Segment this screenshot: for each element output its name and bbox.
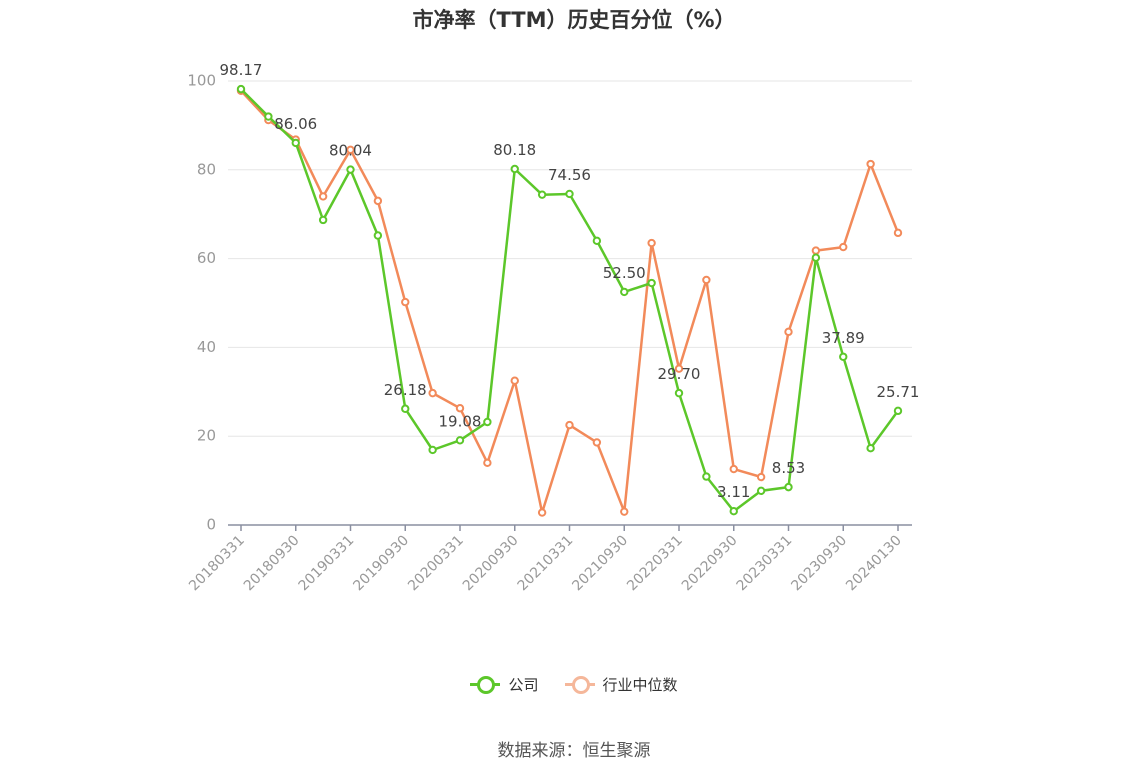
data-label: 98.17 xyxy=(220,61,263,79)
x-tick-label: 20210331 xyxy=(515,533,577,595)
company-point xyxy=(401,404,410,413)
data-label: 37.89 xyxy=(822,329,865,347)
y-tick-label: 80 xyxy=(197,160,216,178)
data-label: 74.56 xyxy=(548,166,591,184)
x-tick-label: 20190930 xyxy=(350,533,412,595)
industry-point xyxy=(455,404,465,413)
company-point xyxy=(264,112,273,121)
y-tick-label: 40 xyxy=(197,338,216,356)
industry-point xyxy=(784,327,793,337)
company-point xyxy=(729,506,738,516)
industry-point xyxy=(702,275,711,285)
series-lines xyxy=(236,84,903,517)
y-tick-label: 60 xyxy=(197,249,216,267)
y-tick-label: 100 xyxy=(187,72,216,90)
industry-point xyxy=(620,507,629,516)
source-note: 数据来源：恒生聚源 xyxy=(497,741,651,761)
company-point xyxy=(620,287,629,297)
industry-point xyxy=(592,438,602,447)
industry-point xyxy=(373,196,383,206)
industry-point xyxy=(729,464,738,474)
company-point xyxy=(373,231,383,240)
company-point xyxy=(702,472,711,481)
industry-point xyxy=(893,228,903,238)
company-point xyxy=(346,165,355,174)
industry-point xyxy=(537,508,547,517)
industry-point xyxy=(401,297,410,307)
data-label: 80.18 xyxy=(493,141,536,159)
industry-point xyxy=(647,238,656,248)
data-label: 80.04 xyxy=(329,142,372,160)
x-tick-label: 20180930 xyxy=(241,533,303,595)
legend-item-company[interactable]: 公司 xyxy=(470,672,539,696)
company-point xyxy=(318,215,328,225)
industry-point xyxy=(510,376,519,385)
x-tick-label: 20210930 xyxy=(569,533,631,595)
company-point xyxy=(756,486,766,496)
x-tick-label: 20240130 xyxy=(843,533,905,595)
industry-point xyxy=(866,159,875,169)
data-label: 3.11 xyxy=(717,483,750,501)
company-point xyxy=(291,138,300,148)
company-point xyxy=(784,482,793,492)
industry-point xyxy=(756,472,766,482)
data-label: 29.70 xyxy=(658,365,701,383)
x-tick-label: 20200331 xyxy=(405,533,467,595)
company-point xyxy=(839,352,848,361)
industry-point xyxy=(839,242,848,252)
company-point xyxy=(236,84,246,94)
industry-point xyxy=(483,458,492,468)
x-tick-label: 20220930 xyxy=(679,533,741,595)
company-point xyxy=(537,190,547,199)
legend: 公司 行业中位数 xyxy=(0,672,1148,696)
company-point xyxy=(510,164,519,174)
y-axis-ticks: 0 20 40 60 80 100 xyxy=(187,72,216,534)
company-point xyxy=(592,236,602,246)
legend-industry-marker-icon xyxy=(564,672,595,696)
data-label: 8.53 xyxy=(772,459,805,477)
line-chart: 0 20 40 60 80 100 201803312018093020190331201… xyxy=(186,61,920,595)
company-point xyxy=(428,445,437,455)
company-point xyxy=(647,278,656,288)
company-point xyxy=(565,189,574,199)
industry-point xyxy=(811,246,821,255)
y-tick-label: 20 xyxy=(197,427,216,445)
company-point xyxy=(866,443,875,453)
industry-point xyxy=(428,388,437,398)
industry-point xyxy=(346,145,355,155)
company-point xyxy=(811,253,821,262)
chart-title: 市净率（TTM）历史百分位（%） xyxy=(412,8,736,32)
y-tick-label: 0 xyxy=(206,516,216,534)
x-tick-label: 20220331 xyxy=(624,533,686,595)
data-label: 25.71 xyxy=(877,383,920,401)
industry-point xyxy=(565,420,574,430)
data-label: 26.18 xyxy=(384,381,427,399)
company-point xyxy=(893,406,903,416)
industry-point xyxy=(318,192,328,201)
data-label: 19.08 xyxy=(439,412,482,430)
data-labels: 98.17 86.06 80.04 26.18 19.08 80.18 74.56 52.50… xyxy=(220,61,920,501)
x-tick-label: 20190331 xyxy=(296,533,358,595)
x-axis: 2018033120180930201903312019093020200331… xyxy=(186,524,912,595)
x-tick-label: 20200930 xyxy=(460,533,522,595)
industry-point xyxy=(674,364,684,373)
legend-company-marker-icon xyxy=(470,672,501,696)
grid-lines xyxy=(228,80,912,437)
company-point xyxy=(483,417,492,427)
company-point xyxy=(674,388,684,398)
legend-industry-label: 行业中位数 xyxy=(602,675,678,694)
data-label: 86.06 xyxy=(274,115,317,133)
data-label: 52.50 xyxy=(603,264,646,282)
legend-company-label: 公司 xyxy=(508,675,539,694)
x-tick-label: 20180331 xyxy=(186,533,248,595)
company-point xyxy=(455,436,465,445)
legend-item-industry[interactable]: 行业中位数 xyxy=(564,672,678,696)
x-tick-label: 20230331 xyxy=(734,533,796,595)
x-tick-label: 20230930 xyxy=(788,533,850,595)
